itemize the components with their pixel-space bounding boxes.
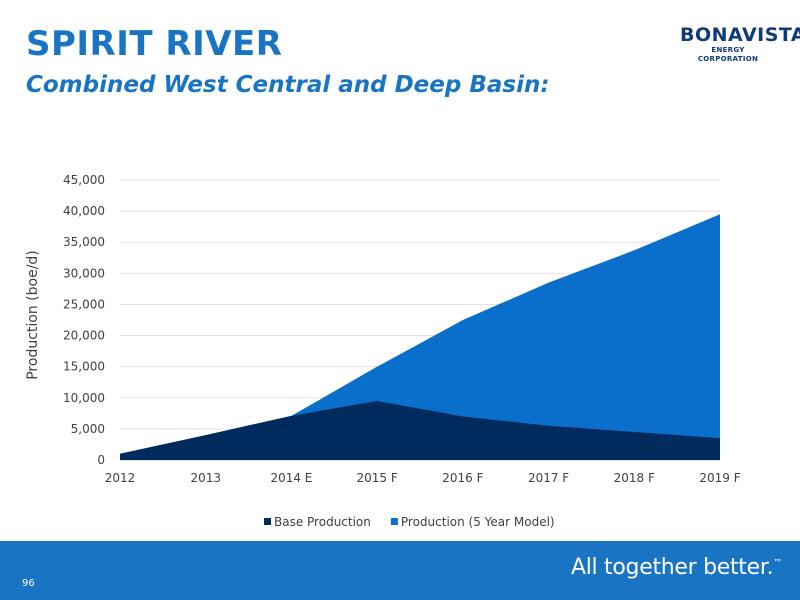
trademark-mark: ™ [773, 558, 782, 569]
slide-title: SPIRIT RIVER [26, 24, 283, 64]
x-tick-label: 2014 E [270, 471, 312, 485]
production-chart: 0 5,000 10,000 15,000 20,000 25,000 30,000 35,0… [25, 173, 741, 529]
legend-label: Production (5 Year Model) [401, 515, 555, 529]
chart-legend: Base Production Production (5 Year Model) [264, 515, 555, 529]
x-tick-label: 2016 F [442, 471, 483, 485]
legend-swatch [264, 518, 271, 525]
y-tick-label: 0 [97, 453, 105, 467]
x-tick-label: 2013 [190, 471, 221, 485]
chart-areas [120, 214, 720, 460]
legend-label: Base Production [274, 515, 371, 529]
page-number: 96 [22, 578, 35, 589]
x-axis-ticks: 2012 2013 2014 E 2015 F 2016 F 2017 F 2018 F 20… [105, 471, 741, 485]
x-tick-label: 2015 F [357, 471, 398, 485]
footer-slogan-text: All together better. [570, 555, 774, 580]
legend-item-5yr-model: Production (5 Year Model) [390, 515, 555, 529]
y-tick-label: 20,000 [63, 329, 105, 343]
x-tick-label: 2019 F [699, 471, 740, 485]
gridlines [120, 179, 720, 461]
y-tick-label: 15,000 [63, 360, 105, 374]
y-tick-label: 30,000 [63, 266, 105, 280]
y-axis-title: Production (boe/d) [25, 250, 41, 380]
y-tick-label: 25,000 [63, 297, 105, 311]
area-production-5yr-model [120, 214, 720, 460]
footer-bar: 96 All together better.™ [0, 541, 800, 600]
legend-swatch [390, 518, 398, 525]
logo-tagline: ENERGY CORPORATION [697, 46, 759, 63]
legend-item-base-production: Base Production [264, 515, 371, 529]
y-tick-label: 10,000 [63, 391, 105, 405]
y-axis-ticks: 0 5,000 10,000 15,000 20,000 25,000 30,000 35,0… [63, 173, 105, 467]
y-tick-label: 45,000 [63, 173, 105, 187]
x-tick-label: 2017 F [528, 471, 569, 485]
x-tick-label: 2012 [105, 471, 136, 485]
y-tick-label: 40,000 [63, 204, 105, 218]
y-tick-label: 5,000 [71, 422, 105, 436]
bonavista-logo: BONAVISTA ENERGY CORPORATION [680, 24, 800, 64]
slide-subtitle: Combined West Central and Deep Basin: [26, 72, 550, 98]
y-tick-label: 35,000 [63, 235, 105, 249]
area-base-production [120, 400, 720, 460]
x-tick-label: 2018 F [614, 471, 655, 485]
logo-name: BONAVISTA [680, 24, 800, 46]
footer-slogan: All together better.™ [571, 555, 782, 580]
